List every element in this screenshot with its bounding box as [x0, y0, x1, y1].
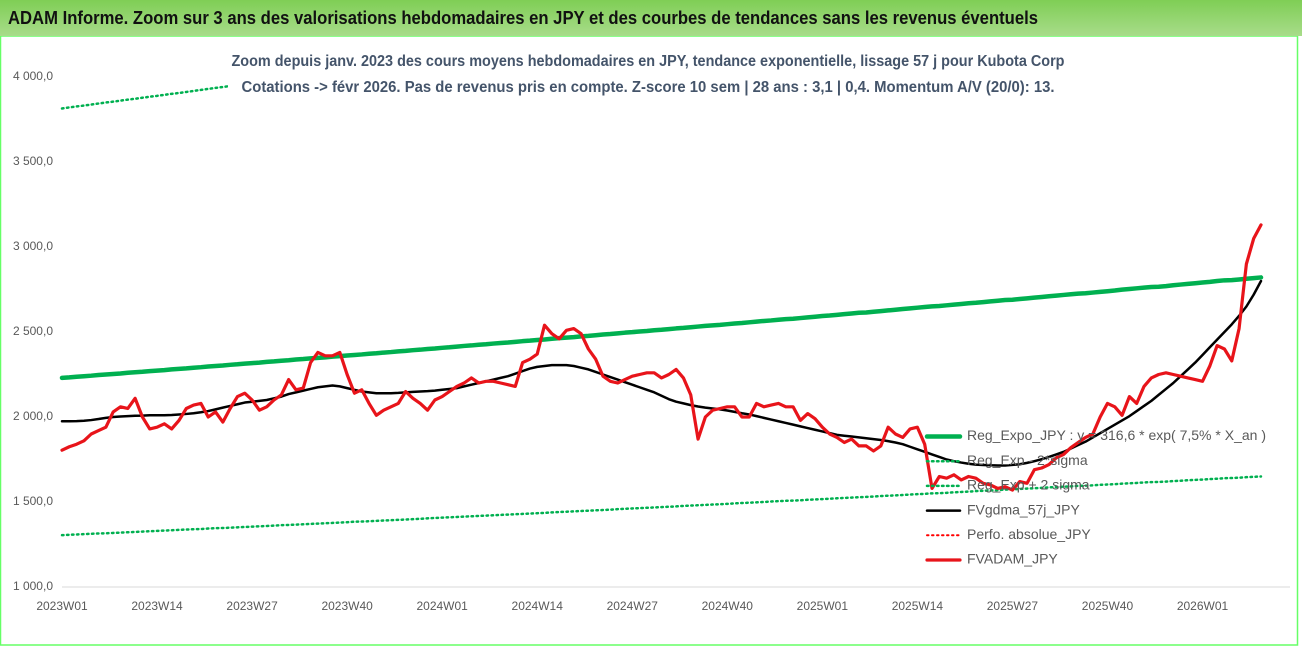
plot-area — [59, 76, 1264, 537]
y-tick-label: 3 500,0 — [13, 154, 53, 168]
series-line — [60, 223, 1263, 492]
subtitle-box — [228, 46, 1070, 102]
legend-label: FVADAM_JPY — [967, 551, 1058, 567]
x-tick-label: 2026W01 — [1177, 599, 1229, 613]
x-tick-label: 2025W40 — [1082, 599, 1134, 613]
x-tick-label: 2023W40 — [321, 599, 373, 613]
subtitle-line: Zoom depuis janv. 2023 des cours moyens … — [232, 53, 1065, 70]
x-tick-label: 2025W01 — [797, 599, 849, 613]
x-tick-label: 2024W40 — [702, 599, 754, 613]
legend-label: Reg_Expo_JPY : y = 316,6 * exp( 7,5% * X… — [967, 427, 1266, 443]
x-tick-label: 2024W27 — [607, 599, 659, 613]
series-line — [60, 279, 1263, 467]
x-tick-label: 2023W27 — [226, 599, 278, 613]
legend-label: Reg_Exp - 2*sigma — [967, 452, 1088, 468]
x-tick-label: 2023W01 — [36, 599, 88, 613]
x-tick-label: 2023W14 — [131, 599, 183, 613]
y-tick-label: 2 000,0 — [13, 409, 53, 423]
legend-label: Perfo. absolue_JPY — [967, 526, 1091, 542]
chart-title: ADAM Informe. Zoom sur 3 ans des valoris… — [8, 8, 1038, 28]
series-line — [59, 275, 1264, 381]
y-tick-label: 1 000,0 — [13, 579, 53, 593]
series-line — [60, 475, 1263, 537]
x-tick-label: 2024W01 — [416, 599, 468, 613]
x-tick-label: 2025W27 — [987, 599, 1039, 613]
subtitle-line: Cotations -> févr 2026. Pas de revenus p… — [242, 79, 1055, 96]
x-tick-label: 2025W14 — [892, 599, 944, 613]
title-bar — [0, 0, 1302, 36]
legend-label: FVgdma_57j_JPY — [967, 501, 1081, 517]
x-tick-label: 2024W14 — [512, 599, 564, 613]
y-tick-label: 2 500,0 — [13, 324, 53, 338]
y-tick-label: 4 000,0 — [13, 69, 53, 83]
y-tick-label: 3 000,0 — [13, 239, 53, 253]
legend-label: Reg_Exp + 2 sigma — [967, 477, 1090, 493]
y-tick-label: 1 500,0 — [13, 494, 53, 508]
